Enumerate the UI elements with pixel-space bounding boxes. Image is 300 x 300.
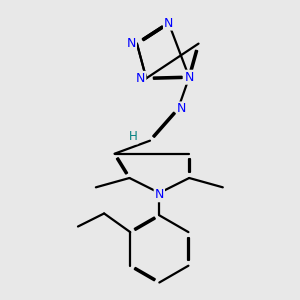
Text: N: N <box>177 102 186 116</box>
Text: N: N <box>154 188 164 201</box>
Text: H: H <box>129 130 138 143</box>
Text: N: N <box>184 71 194 84</box>
Text: N: N <box>164 16 173 30</box>
Text: N: N <box>127 37 136 50</box>
Text: N: N <box>136 72 146 85</box>
